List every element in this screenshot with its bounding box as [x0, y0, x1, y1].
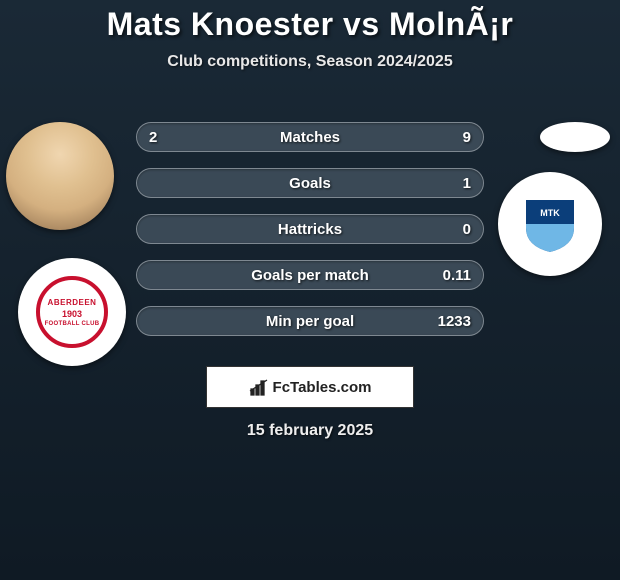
stat-label: Matches — [280, 129, 340, 146]
stat-row-mpg: Min per goal 1233 — [136, 306, 484, 336]
stat-row-hattricks: Hattricks 0 — [136, 214, 484, 244]
attribution-text: FcTables.com — [273, 379, 372, 396]
stat-right-value: 1233 — [438, 313, 471, 330]
page-title: Mats Knoester vs MolnÃ¡r — [0, 6, 620, 43]
page-subtitle: Club competitions, Season 2024/2025 — [0, 53, 620, 71]
stats-container: 2 Matches 9 Goals 1 Hattricks 0 Goals pe… — [136, 122, 484, 352]
chart-icon — [249, 377, 269, 397]
stat-label: Min per goal — [266, 313, 354, 330]
stat-row-gpm: Goals per match 0.11 — [136, 260, 484, 290]
player-left-avatar — [6, 122, 114, 230]
stat-right-value: 0 — [463, 221, 471, 238]
stat-label: Hattricks — [278, 221, 342, 238]
club-left-badge: ABERDEEN 1903 FOOTBALL CLUB — [18, 258, 126, 366]
club-left-year: 1903 — [62, 309, 82, 319]
stat-row-matches: 2 Matches 9 — [136, 122, 484, 152]
svg-text:MTK: MTK — [540, 208, 560, 218]
club-left-sub: FOOTBALL CLUB — [45, 321, 100, 327]
stat-label: Goals — [289, 175, 331, 192]
date-text: 15 february 2025 — [0, 422, 620, 440]
attribution-box: FcTables.com — [206, 366, 414, 408]
stat-left-value: 2 — [149, 129, 157, 146]
club-left-name: ABERDEEN — [48, 298, 97, 307]
stat-right-value: 1 — [463, 175, 471, 192]
stat-row-goals: Goals 1 — [136, 168, 484, 198]
player-right-avatar — [540, 122, 610, 152]
stat-right-value: 9 — [463, 129, 471, 146]
stat-right-value: 0.11 — [443, 267, 471, 284]
stat-label: Goals per match — [251, 267, 369, 284]
club-right-badge: MTK — [498, 172, 602, 276]
